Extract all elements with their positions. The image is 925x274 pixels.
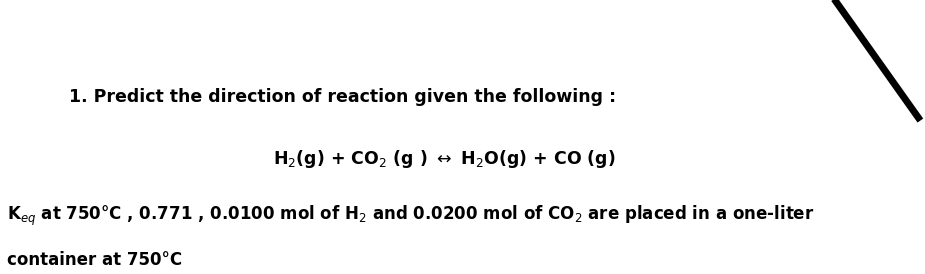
Text: H$_2$(g) + CO$_2$ (g ) $\leftrightarrow$ H$_2$O(g) + CO (g): H$_2$(g) + CO$_2$ (g ) $\leftrightarrow$… (273, 148, 615, 170)
Text: container at 750°C: container at 750°C (7, 251, 182, 269)
Text: 1. Predict the direction of reaction given the following :: 1. Predict the direction of reaction giv… (69, 88, 616, 106)
Text: K$_{eq}$ at 750°C , 0.771 , 0.0100 mol of H$_2$ and 0.0200 mol of CO$_2$ are pla: K$_{eq}$ at 750°C , 0.771 , 0.0100 mol o… (7, 204, 815, 228)
